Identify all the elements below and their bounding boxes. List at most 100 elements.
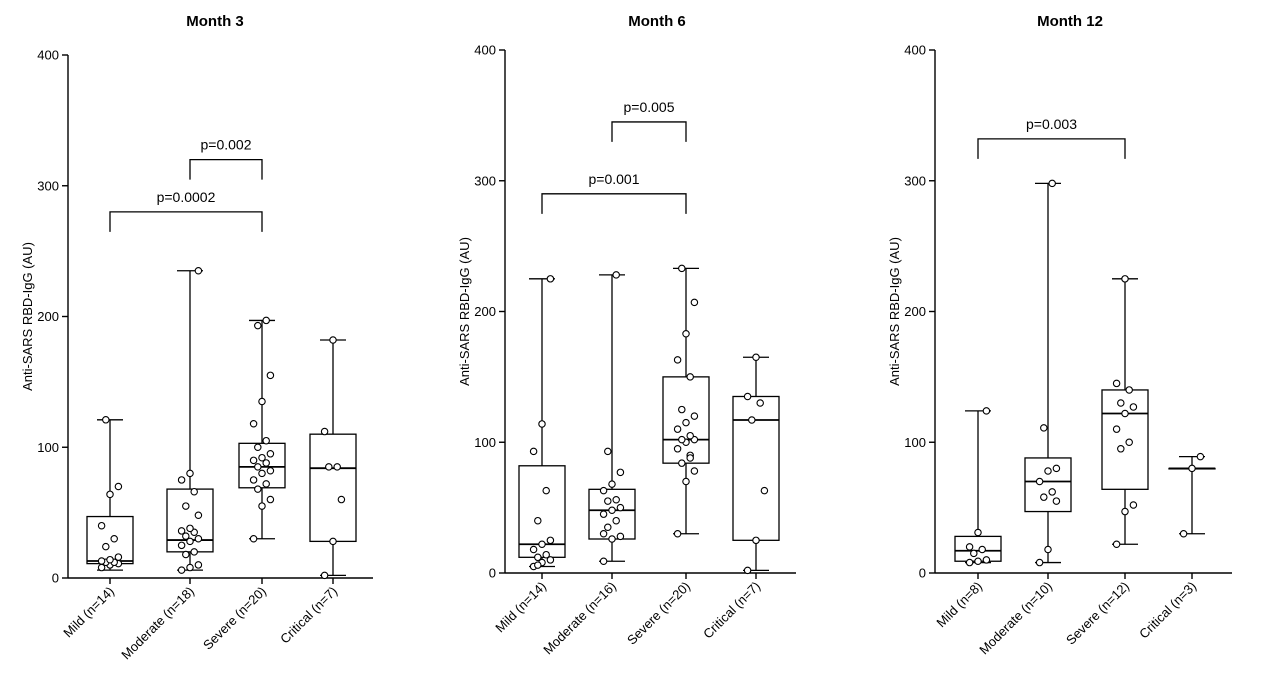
data-point xyxy=(748,416,756,424)
data-point xyxy=(752,353,760,362)
y-axis-label: Anti-SARS RBD-IgG (AU) xyxy=(887,237,902,386)
data-point xyxy=(106,555,114,564)
y-tick-label: 200 xyxy=(37,309,59,324)
data-point xyxy=(1121,507,1129,516)
chart-panel-2: Month 6 Anti-SARS RBD-IgG (AU) 0 100 200 300 4… xyxy=(457,13,796,657)
p-value-label: p=0.002 xyxy=(201,137,252,153)
data-point xyxy=(320,427,329,436)
data-point xyxy=(1052,497,1061,505)
data-point xyxy=(97,557,106,565)
data-point xyxy=(102,416,110,424)
chart-panel-1: Month 3 Anti-SARS RBD-IgG (AU) 0 100 200 300 4… xyxy=(20,13,373,662)
data-point xyxy=(114,553,123,561)
data-point xyxy=(604,523,612,531)
data-point xyxy=(546,556,555,564)
box-iqr xyxy=(732,395,780,541)
data-point xyxy=(538,540,546,548)
x-tick-label: Mild (n=14) xyxy=(492,579,549,636)
data-point xyxy=(1112,379,1121,388)
data-point xyxy=(266,495,275,504)
data-point xyxy=(249,419,258,428)
data-point xyxy=(686,373,694,381)
x-tick-label: Critical (n=7) xyxy=(700,579,763,642)
data-point xyxy=(262,459,270,467)
y-tick-label: 400 xyxy=(904,43,926,58)
data-point xyxy=(194,266,203,275)
data-point xyxy=(612,516,620,525)
data-point xyxy=(678,264,686,273)
data-point xyxy=(612,271,620,279)
x-tick-label: Severe (n=12) xyxy=(1063,579,1132,648)
box-iqr xyxy=(86,515,134,565)
data-point xyxy=(616,503,625,512)
y-axis-label: Anti-SARS RBD-IgG (AU) xyxy=(20,242,35,391)
data-point xyxy=(673,445,682,453)
y-tick-label: 0 xyxy=(919,566,926,581)
y-tick-label: 100 xyxy=(37,440,59,455)
data-point xyxy=(673,530,682,538)
y-tick-label: 400 xyxy=(37,48,59,63)
data-point xyxy=(182,532,190,540)
data-point xyxy=(974,557,982,565)
data-point xyxy=(249,476,258,484)
data-point xyxy=(262,436,270,445)
data-point xyxy=(673,356,682,364)
data-point xyxy=(616,532,625,541)
y-tick-label: 100 xyxy=(904,435,926,450)
data-point xyxy=(760,486,769,495)
data-point xyxy=(102,542,110,551)
x-tick-label: Moderate (n=10) xyxy=(976,579,1055,658)
data-point xyxy=(612,496,620,504)
data-point xyxy=(608,535,616,543)
data-point xyxy=(258,397,266,406)
y-tick-label: 200 xyxy=(474,304,496,319)
y-tick-label: 400 xyxy=(474,43,496,58)
data-point xyxy=(974,528,982,537)
data-point xyxy=(599,557,608,565)
data-point xyxy=(177,541,186,550)
data-point xyxy=(690,298,699,307)
data-point xyxy=(258,502,266,510)
data-point xyxy=(743,392,752,401)
data-point xyxy=(258,469,266,478)
data-point xyxy=(194,511,203,519)
data-point xyxy=(965,543,974,551)
data-point xyxy=(534,561,542,569)
data-point xyxy=(1112,425,1121,433)
data-point xyxy=(542,550,550,559)
data-point xyxy=(678,459,686,467)
data-point xyxy=(194,535,203,543)
data-point xyxy=(1125,386,1133,394)
data-point xyxy=(186,537,194,546)
data-point xyxy=(177,527,186,535)
data-point xyxy=(529,447,538,456)
data-point xyxy=(1179,530,1188,538)
p-value-label: p=0.0002 xyxy=(157,189,216,205)
data-point xyxy=(599,486,608,495)
data-point xyxy=(186,469,194,478)
data-point xyxy=(534,553,542,562)
chart-title: Month 6 xyxy=(628,13,686,30)
box-iqr xyxy=(1101,389,1149,490)
significance-bracket xyxy=(611,121,687,142)
p-value-label: p=0.001 xyxy=(589,171,640,187)
data-point xyxy=(682,418,690,427)
data-point xyxy=(604,447,612,456)
data-point xyxy=(599,510,608,518)
y-tick-label: 300 xyxy=(37,178,59,193)
data-point xyxy=(194,561,203,569)
data-point xyxy=(97,521,106,530)
data-point xyxy=(1129,501,1138,509)
box-iqr xyxy=(1024,457,1072,513)
x-tick-label: Mild (n=14) xyxy=(60,584,117,641)
data-point xyxy=(182,550,190,559)
x-tick-label: Severe (n=20) xyxy=(200,584,269,653)
data-point xyxy=(546,536,555,545)
chart-title: Month 12 xyxy=(1037,13,1103,30)
data-point xyxy=(1040,493,1048,501)
data-point xyxy=(182,502,190,510)
data-point xyxy=(1125,438,1133,446)
data-point xyxy=(1129,403,1138,411)
data-point xyxy=(546,275,555,283)
